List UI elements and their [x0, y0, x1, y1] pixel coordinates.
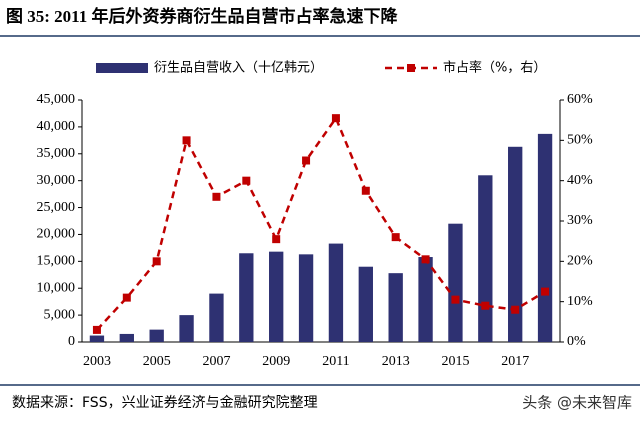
bar — [239, 253, 254, 342]
source-note: 数据来源：FSS，兴业证券经济与金融研究院整理 — [12, 395, 318, 411]
line-marker — [212, 192, 221, 201]
bar — [119, 333, 134, 342]
line-marker — [421, 255, 430, 264]
line-marker — [92, 325, 101, 334]
bar — [298, 254, 314, 342]
x-tick-label: 2017 — [501, 354, 529, 369]
y-tick-label: 5,000 — [44, 307, 76, 322]
line-marker — [451, 295, 460, 304]
y-tick-label: 30,000 — [37, 173, 76, 188]
x-tick-label: 2007 — [202, 354, 230, 369]
y-tick-label: 20,000 — [37, 227, 76, 242]
x-tick-label: 2003 — [83, 354, 111, 369]
y2-tick-label: 10% — [567, 294, 593, 309]
chart-title: 图 35: 2011 年后外资券商衍生品自营市占率急速下降 — [6, 6, 398, 26]
line-marker — [511, 305, 520, 314]
line-marker — [182, 136, 191, 145]
line-marker — [272, 235, 281, 244]
line-marker — [122, 293, 131, 302]
bar — [537, 133, 553, 342]
y2-tick-label: 40% — [567, 173, 593, 188]
y-tick-label: 10,000 — [37, 280, 76, 295]
legend-label: 衍生品自营收入（十亿韩元） — [154, 61, 323, 76]
bar — [478, 175, 493, 342]
y-tick-label: 0 — [68, 334, 75, 349]
line-marker — [302, 156, 311, 165]
line-marker — [361, 186, 370, 195]
line-marker — [541, 287, 550, 296]
x-tick-label: 2015 — [441, 354, 469, 369]
x-tick-label: 2005 — [143, 354, 171, 369]
bar — [269, 251, 284, 342]
y-tick-label: 25,000 — [37, 200, 76, 215]
y2-tick-label: 30% — [567, 213, 593, 228]
bar — [179, 315, 194, 342]
y-tick-label: 15,000 — [37, 254, 76, 269]
y2-tick-label: 50% — [567, 133, 593, 148]
line — [96, 115, 546, 331]
y2-tick-label: 20% — [567, 254, 593, 269]
y-tick-label: 40,000 — [37, 119, 76, 134]
line-marker — [391, 233, 400, 242]
line-marker — [242, 176, 251, 185]
bar — [508, 146, 523, 342]
x-tick-label: 2009 — [262, 354, 290, 369]
bar — [149, 329, 164, 342]
bar — [89, 335, 105, 342]
watermark: 头条 @未来智库 — [522, 394, 632, 412]
legend-label: 市占率（%，右） — [443, 60, 546, 76]
y2-tick-label: 60% — [567, 92, 593, 107]
y2-tick-label: 0% — [567, 334, 586, 349]
line-marker — [481, 301, 490, 310]
bar — [358, 266, 373, 342]
x-tick-label: 2013 — [382, 354, 410, 369]
bar — [209, 293, 224, 342]
bar — [388, 273, 403, 342]
y-tick-label: 45,000 — [37, 92, 76, 107]
bar — [418, 257, 433, 342]
x-tick-label: 2011 — [322, 354, 349, 369]
line-marker — [331, 114, 340, 123]
bar — [448, 223, 463, 342]
legend-marker — [407, 64, 415, 72]
line-marker — [152, 257, 161, 266]
y-tick-label: 35,000 — [37, 146, 76, 161]
legend-swatch — [96, 63, 148, 73]
bar — [328, 243, 344, 342]
